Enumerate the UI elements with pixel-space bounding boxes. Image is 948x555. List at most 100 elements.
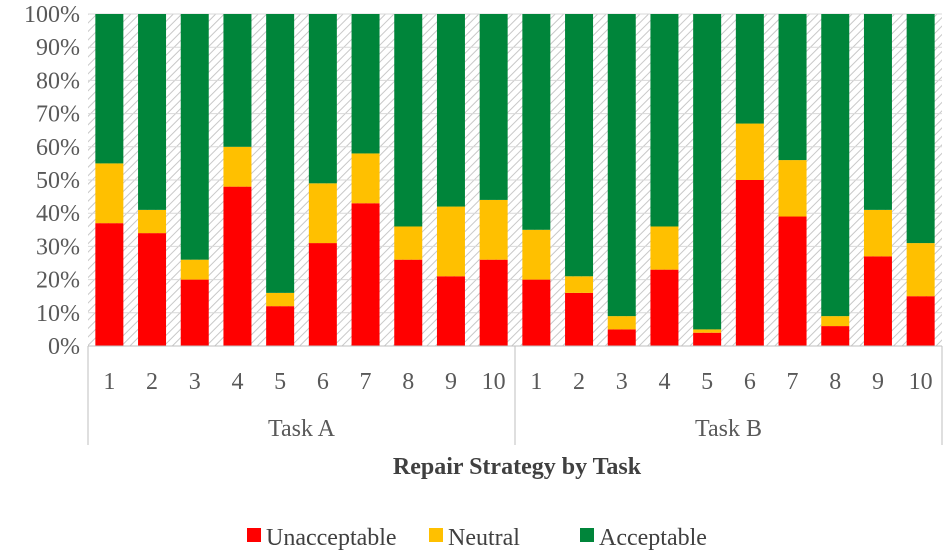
bar-neutral-3	[180, 259, 209, 280]
x-tick-label: 9	[445, 369, 457, 395]
bar-acceptable-2	[138, 14, 167, 210]
bar-unacceptable-11	[522, 279, 551, 346]
x-tick-label: 10	[909, 369, 933, 395]
bar-acceptable-4	[223, 14, 252, 147]
group-label: Task B	[695, 416, 762, 442]
bar-unacceptable-15	[693, 332, 722, 346]
bar-acceptable-12	[565, 14, 594, 277]
bar-unacceptable-10	[479, 259, 508, 346]
bar-acceptable-9	[436, 14, 465, 207]
x-tick-label: 2	[146, 369, 158, 395]
bar-acceptable-18	[821, 14, 850, 317]
y-tick-label: 60%	[36, 135, 80, 161]
x-tick-label: 9	[872, 369, 884, 395]
bar-neutral-17	[778, 160, 807, 217]
bar-neutral-5	[266, 292, 295, 307]
group-label: Task A	[268, 416, 336, 442]
bar-unacceptable-14	[650, 269, 679, 346]
x-tick-label: 3	[189, 369, 201, 395]
bar-neutral-1	[95, 163, 124, 224]
bar-neutral-8	[394, 226, 423, 260]
bar-acceptable-1	[95, 14, 124, 164]
legend-swatch-neutral	[429, 528, 443, 542]
bar-neutral-4	[223, 146, 252, 187]
legend-label-unacceptable: Unacceptable	[266, 525, 397, 551]
y-tick-label: 40%	[36, 201, 80, 227]
legend-label-acceptable: Acceptable	[599, 525, 707, 551]
x-tick-label: 3	[616, 369, 628, 395]
bar-unacceptable-6	[308, 243, 337, 346]
bar-neutral-12	[565, 276, 594, 293]
bar-neutral-9	[436, 206, 465, 277]
bar-unacceptable-18	[821, 326, 850, 346]
bar-acceptable-5	[266, 14, 295, 293]
y-axis-ticks: 0% 10% 20% 30% 40% 50% 60% 70% 80% 90% 100%	[24, 2, 80, 360]
bar-unacceptable-17	[778, 216, 807, 346]
bar-neutral-20	[906, 243, 935, 297]
bar-neutral-11	[522, 229, 551, 280]
bar-unacceptable-2	[138, 233, 167, 346]
bar-unacceptable-9	[436, 276, 465, 346]
y-tick-label: 10%	[36, 301, 80, 327]
y-tick-label: 90%	[36, 35, 80, 61]
x-tick-label: 2	[573, 369, 585, 395]
bar-neutral-19	[863, 209, 892, 257]
bar-acceptable-17	[778, 14, 807, 161]
bar-unacceptable-3	[180, 279, 209, 346]
x-axis-title: Repair Strategy by Task	[393, 454, 642, 480]
legend-swatch-unacceptable	[247, 528, 261, 542]
bar-neutral-2	[138, 209, 167, 234]
bar-unacceptable-20	[906, 296, 935, 346]
bar-acceptable-7	[351, 14, 380, 154]
x-tick-label: 7	[360, 369, 372, 395]
bar-acceptable-11	[522, 14, 551, 230]
bar-neutral-18	[821, 316, 850, 327]
legend-swatch-acceptable	[580, 528, 594, 542]
y-tick-label: 0%	[48, 334, 80, 360]
bar-unacceptable-7	[351, 203, 380, 346]
y-tick-label: 80%	[36, 68, 80, 94]
bar-unacceptable-5	[266, 306, 295, 346]
bar-unacceptable-16	[735, 180, 764, 346]
bar-neutral-15	[693, 329, 722, 333]
bar-acceptable-3	[180, 14, 209, 260]
y-tick-label: 20%	[36, 268, 80, 294]
bar-acceptable-15	[693, 14, 722, 330]
x-tick-label: 5	[701, 369, 713, 395]
x-tick-label: 1	[103, 369, 115, 395]
x-tick-label: 5	[274, 369, 286, 395]
x-tick-label: 4	[231, 369, 243, 395]
x-tick-label: 6	[744, 369, 756, 395]
bar-neutral-7	[351, 153, 380, 204]
x-tick-label: 6	[317, 369, 329, 395]
bar-neutral-14	[650, 226, 679, 270]
bar-acceptable-8	[394, 14, 423, 227]
bar-acceptable-13	[607, 14, 636, 317]
bar-unacceptable-19	[863, 256, 892, 346]
bar-acceptable-19	[863, 14, 892, 210]
x-axis: 1 2 3 4 5 6 7 8 9 10 1 2 3 4 5 6 7 8 9 10 Task A Task B	[87, 345, 943, 445]
bar-neutral-6	[308, 183, 337, 244]
x-tick-label: 10	[482, 369, 506, 395]
bar-acceptable-14	[650, 14, 679, 227]
bar-unacceptable-12	[565, 292, 594, 346]
x-tick-label: 8	[829, 369, 841, 395]
bar-unacceptable-13	[607, 329, 636, 346]
bar-acceptable-20	[906, 14, 935, 244]
x-tick-label: 7	[787, 369, 799, 395]
y-tick-label: 70%	[36, 102, 80, 128]
bar-acceptable-10	[479, 14, 508, 200]
x-tick-label: 8	[402, 369, 414, 395]
legend: Unacceptable Neutral Acceptable	[247, 525, 707, 551]
y-tick-label: 30%	[36, 234, 80, 260]
bar-unacceptable-8	[394, 259, 423, 346]
x-tick-label: 4	[658, 369, 670, 395]
bar-unacceptable-4	[223, 186, 252, 346]
y-tick-label: 50%	[36, 168, 80, 194]
legend-label-neutral: Neutral	[448, 525, 520, 551]
bar-unacceptable-1	[95, 223, 124, 346]
bar-acceptable-16	[735, 14, 764, 124]
x-tick-label: 1	[530, 369, 542, 395]
y-tick-label: 100%	[24, 2, 80, 28]
